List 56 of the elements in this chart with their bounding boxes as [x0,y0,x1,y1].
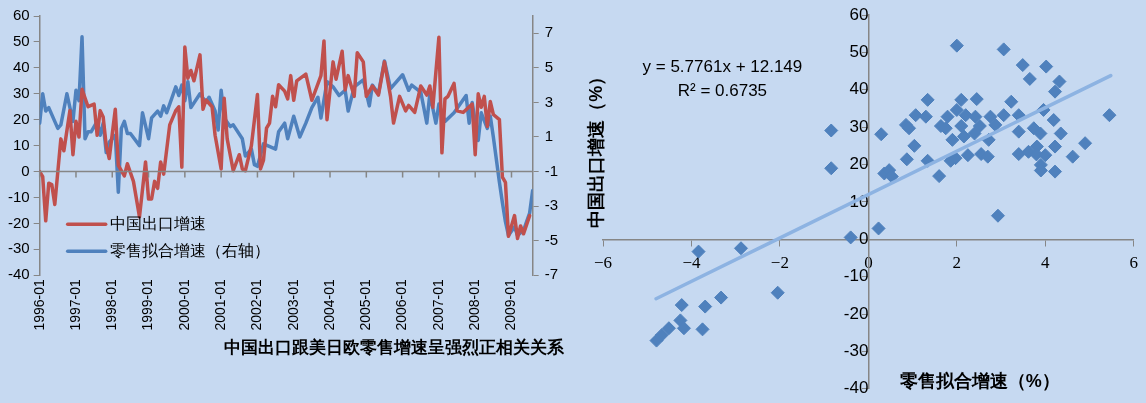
y2-tick-label: -5 [544,230,559,248]
y2-tick-label: -3 [544,196,559,214]
x-tick-label: 1996-01 [30,279,47,331]
y2-tick-label: 3 [544,92,554,110]
y-tick-label: 20 [849,154,869,174]
annotation: y = 5.7761x + 12.149 [642,56,803,76]
x-axis-title: 零售拟合增速（%） [899,370,1060,391]
x-tick-label: −2 [770,252,789,272]
y-tick-label: 0 [858,228,869,248]
y-tick-label: -30 [7,239,30,257]
y-tick-label: -40 [843,378,869,398]
x-tick-label: −4 [682,252,701,272]
y-tick-label: 20 [12,109,30,127]
y2-tick-label: -1 [544,161,559,179]
y2-tick-label: 1 [544,127,554,145]
x-tick-label: −6 [593,252,613,272]
x-tick-label: 2 [952,252,962,272]
x-tick-label: 6 [1129,252,1138,272]
y-tick-label: -20 [7,213,30,231]
x-tick-label: 2002-01 [248,279,265,331]
y-tick-label: 0 [21,161,30,179]
x-tick-label: 2000-01 [175,279,192,331]
x-tick-label: 2009-01 [502,279,519,331]
legend-label: 零售拟合增速（右轴） [109,241,270,259]
y-tick-label: 30 [849,116,869,136]
y-tick-label: 40 [12,57,30,75]
y-tick-label: 40 [849,79,869,99]
annotation: R² = 0.6735 [677,80,768,100]
x-tick-label: 2001-01 [212,279,229,331]
x-tick-label: 2006-01 [393,279,410,331]
x-tick-label: 2007-01 [429,279,446,331]
x-tick-label: 1999-01 [139,279,156,331]
x-tick-label: 2005-01 [357,279,374,331]
x-tick-label: 1998-01 [103,279,120,331]
x-tick-label: 4 [1041,252,1051,272]
y-tick-label: -40 [7,265,30,283]
y-tick-label: -20 [843,303,869,323]
y-axis-title: 中国出口增速（%） [585,67,606,228]
x-tick-label: 2008-01 [466,279,483,331]
x-tick-label: 2003-01 [284,279,301,331]
y-tick-label: -30 [843,341,869,361]
y-tick-label: -10 [843,266,869,286]
y2-tick-label: 5 [544,57,554,75]
y-tick-label: 60 [12,6,30,24]
y2-tick-label: 7 [544,23,554,41]
y-tick-label: -10 [7,187,30,205]
x-tick-label: 1997-01 [66,279,83,331]
y-tick-label: 30 [12,83,30,101]
x-tick-label: 2004-01 [320,279,337,331]
y-tick-label: 10 [12,135,30,153]
y-tick-label: 50 [12,32,30,50]
text: 中国出口跟美日欧零售增速呈强烈正相关关系 [224,338,565,358]
legend-label: 中国出口增速 [109,214,206,232]
y2-tick-label: -7 [544,265,559,283]
y-tick-label: 50 [849,42,869,62]
y-tick-label: 60 [849,4,869,24]
